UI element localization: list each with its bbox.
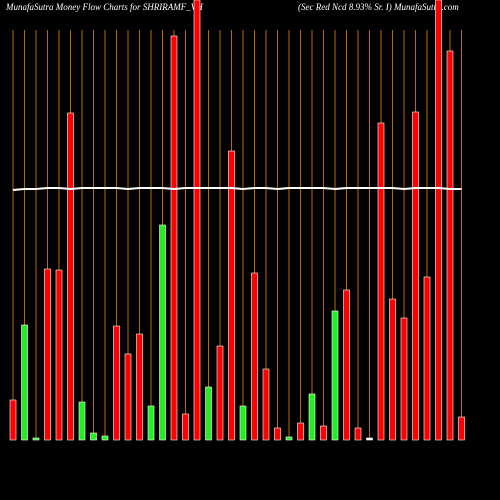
bar	[377, 122, 385, 441]
bar	[170, 35, 178, 441]
bar	[285, 436, 293, 441]
bar	[32, 437, 40, 441]
bar	[228, 150, 235, 441]
bar	[366, 437, 373, 441]
bar	[9, 399, 17, 441]
bar	[320, 425, 327, 441]
bar	[412, 111, 419, 441]
bar	[308, 393, 316, 441]
bar	[389, 298, 396, 441]
bar	[297, 422, 304, 441]
bar	[331, 310, 339, 441]
chart-title: MunafaSutra Money Flow Charts for SHRIRA…	[5, 2, 203, 12]
bar	[343, 289, 350, 441]
bar	[159, 224, 166, 441]
bar	[239, 405, 247, 441]
chart-subtitle: (Sec Red Ncd 8.93% Sr. I) MunafaSutra.co…	[298, 2, 459, 12]
bar	[446, 50, 454, 441]
bar	[274, 427, 281, 441]
bar	[55, 269, 63, 441]
bar	[216, 345, 224, 441]
bar	[262, 368, 270, 441]
bar	[251, 272, 258, 441]
bar	[67, 112, 74, 441]
bar	[354, 427, 362, 441]
bar	[78, 401, 86, 441]
money-flow-line	[12, 187, 462, 191]
bar	[458, 416, 465, 441]
bar	[193, 0, 201, 441]
bar	[21, 324, 28, 441]
bar	[44, 268, 51, 441]
bar	[400, 317, 408, 441]
bar	[90, 432, 97, 441]
bar	[124, 353, 132, 441]
bar	[205, 386, 212, 441]
bar	[182, 413, 189, 441]
bar	[147, 405, 155, 441]
bar	[113, 325, 120, 441]
bar	[423, 276, 431, 441]
bar	[136, 333, 143, 441]
bar	[101, 435, 109, 441]
bar	[435, 0, 442, 441]
